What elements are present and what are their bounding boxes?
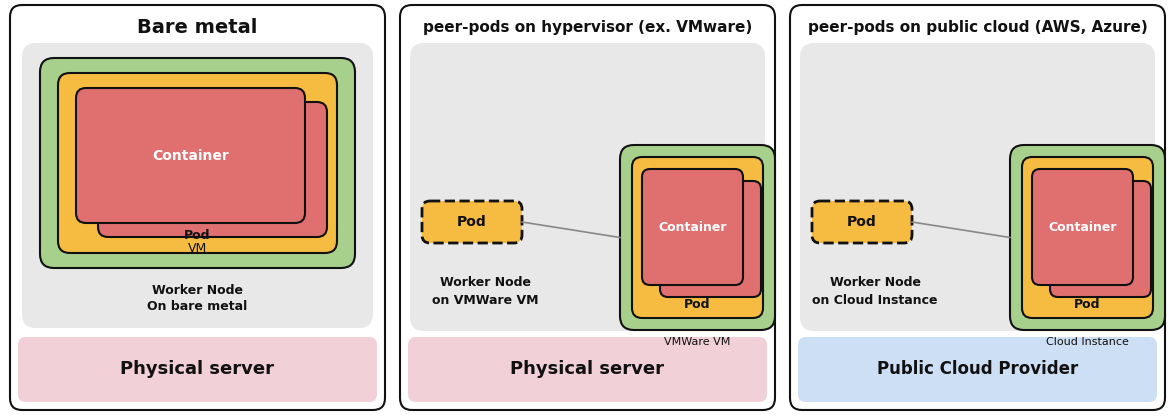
FancyBboxPatch shape — [790, 5, 1165, 410]
Text: Cloud Instance: Cloud Instance — [1046, 337, 1129, 347]
FancyBboxPatch shape — [632, 157, 763, 318]
FancyBboxPatch shape — [22, 43, 373, 328]
Text: Public Cloud Provider: Public Cloud Provider — [876, 361, 1078, 379]
Text: on Cloud Instance: on Cloud Instance — [812, 294, 937, 307]
Text: Container: Container — [659, 221, 727, 234]
Text: VMWare VM: VMWare VM — [665, 337, 731, 347]
FancyBboxPatch shape — [40, 58, 355, 268]
Text: Bare metal: Bare metal — [137, 18, 257, 37]
FancyBboxPatch shape — [58, 73, 337, 253]
Text: On bare metal: On bare metal — [147, 299, 248, 312]
FancyBboxPatch shape — [800, 43, 1155, 331]
Text: Pod: Pod — [847, 215, 876, 229]
Text: VM: VM — [188, 241, 207, 254]
FancyBboxPatch shape — [620, 145, 775, 330]
FancyBboxPatch shape — [11, 5, 385, 410]
Text: Pod: Pod — [684, 297, 710, 311]
FancyBboxPatch shape — [422, 201, 522, 243]
FancyBboxPatch shape — [1010, 145, 1165, 330]
FancyBboxPatch shape — [1032, 169, 1133, 285]
FancyBboxPatch shape — [408, 337, 768, 402]
Text: Physical server: Physical server — [510, 361, 665, 379]
FancyBboxPatch shape — [76, 88, 305, 223]
FancyBboxPatch shape — [18, 337, 377, 402]
Text: Pod: Pod — [457, 215, 487, 229]
FancyBboxPatch shape — [1023, 157, 1152, 318]
Text: peer-pods on public cloud (AWS, Azure): peer-pods on public cloud (AWS, Azure) — [807, 20, 1148, 35]
Text: Pod: Pod — [1074, 297, 1101, 311]
Text: Worker Node: Worker Node — [440, 276, 530, 289]
FancyBboxPatch shape — [812, 201, 911, 243]
FancyBboxPatch shape — [660, 181, 760, 297]
Text: Pod: Pod — [184, 229, 211, 241]
FancyBboxPatch shape — [798, 337, 1157, 402]
Text: Worker Node: Worker Node — [830, 276, 921, 289]
FancyBboxPatch shape — [98, 102, 326, 237]
Text: Container: Container — [1048, 221, 1116, 234]
Text: Container: Container — [152, 148, 229, 163]
Text: Physical server: Physical server — [121, 361, 275, 379]
Text: on VMWare VM: on VMWare VM — [432, 294, 538, 307]
FancyBboxPatch shape — [400, 5, 775, 410]
FancyBboxPatch shape — [410, 43, 765, 331]
Text: Worker Node: Worker Node — [152, 284, 243, 296]
FancyBboxPatch shape — [642, 169, 743, 285]
FancyBboxPatch shape — [1049, 181, 1151, 297]
Text: peer-pods on hypervisor (ex. VMware): peer-pods on hypervisor (ex. VMware) — [422, 20, 752, 35]
